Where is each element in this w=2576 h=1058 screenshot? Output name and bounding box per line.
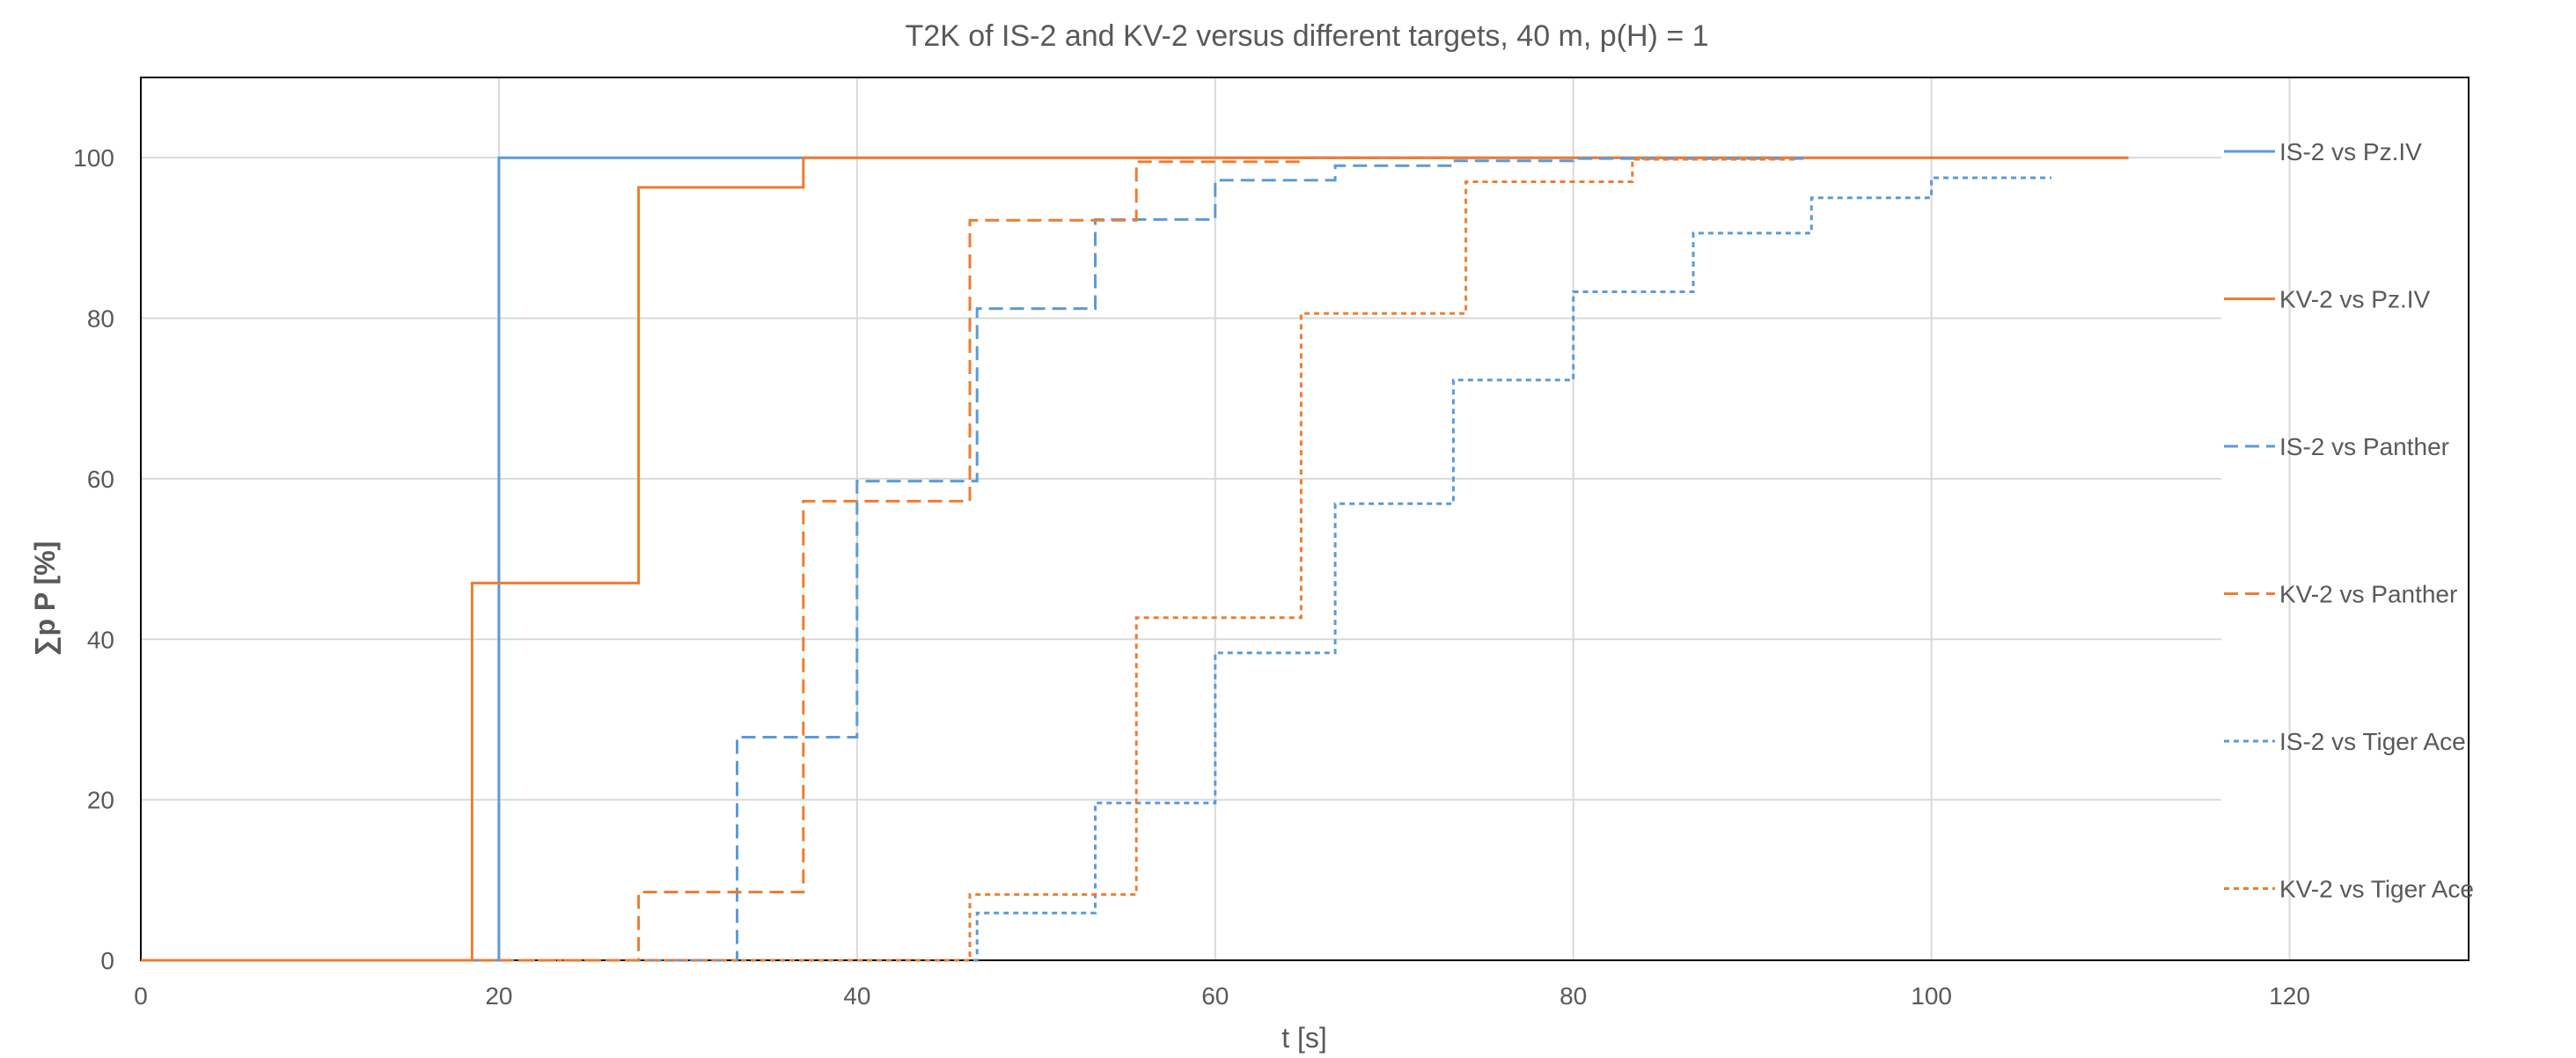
- x-tick-label: 20: [485, 982, 512, 1010]
- x-tick-label: 0: [134, 982, 148, 1010]
- legend: IS-2 vs Pz.IV KV-2 vs Pz.IV IS-2 vs Panthe…: [2224, 138, 2474, 903]
- legend-entry: IS-2 vs Tiger Ace: [2279, 728, 2466, 755]
- x-tick-label: 120: [2269, 982, 2310, 1010]
- y-tick-label: 80: [87, 305, 114, 333]
- y-tick-label: 0: [100, 947, 114, 974]
- y-axis-label: ∑p P [%]: [29, 541, 62, 657]
- x-tick-label: 80: [1560, 982, 1587, 1010]
- y-tick-label: 60: [87, 466, 114, 493]
- y-tick-label: 20: [87, 787, 114, 814]
- legend-entry: KV-2 vs Tiger Ace: [2279, 876, 2474, 903]
- y-tick-label: 40: [87, 626, 114, 653]
- x-tick-label: 100: [1911, 982, 1952, 1010]
- series-line-2: [141, 157, 1807, 962]
- tick-labels: 0 20 40 60 80 100 120 0 20 40 60 80 100: [73, 144, 2310, 1010]
- legend-entry: IS-2 vs Panther: [2279, 433, 2449, 460]
- series-line-5: [141, 158, 1797, 962]
- plot-area-border: [140, 77, 2470, 961]
- y-tick-label: 100: [73, 144, 114, 172]
- series-lines: [141, 156, 2129, 962]
- legend-entry: IS-2 vs Pz.IV: [2279, 138, 2422, 165]
- legend-entry: KV-2 vs Pz.IV: [2279, 286, 2430, 313]
- legend-entry: KV-2 vs Panther: [2279, 581, 2457, 608]
- x-axis-label: t [s]: [1281, 1022, 1327, 1054]
- x-tick-label: 40: [843, 982, 870, 1010]
- x-tick-label: 60: [1201, 982, 1229, 1010]
- series-line-3: [141, 156, 1466, 962]
- series-line-1: [141, 156, 2129, 962]
- chart-title: T2K of IS-2 and KV-2 versus different ta…: [905, 19, 1708, 53]
